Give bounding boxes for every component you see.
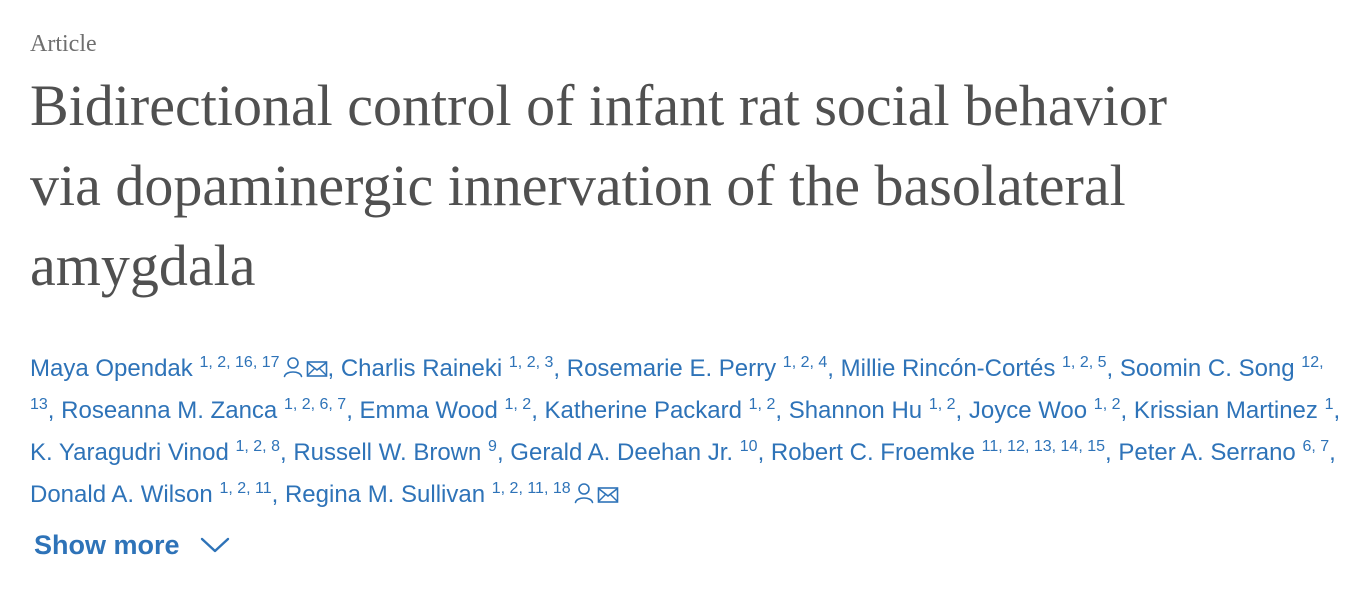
author-link[interactable]: Peter A. Serrano 6, 7 [1118,438,1330,467]
author-link[interactable]: Emma Wood 1, 2 [359,396,532,425]
author-link[interactable]: Russell W. Brown 9 [293,438,497,467]
author-link[interactable]: Rosemarie E. Perry 1, 2, 4 [566,354,828,383]
author-link[interactable]: K. Yaragudri Vinod 1, 2, 8 [30,438,280,467]
author-separator: , [1105,439,1119,466]
author-link[interactable]: Regina M. Sullivan 1, 2, 11, 18 [285,481,619,508]
mail-icon[interactable] [306,360,328,378]
author-affiliations: 1, 2, 11, 18 [491,480,571,497]
author-link[interactable]: Shannon Hu 1, 2 [788,396,956,425]
author-separator: , [1329,439,1336,466]
author-separator: , [1120,397,1134,424]
title-line: amygdala [30,233,256,298]
author-affiliations: 1, 2 [748,396,776,413]
author-name: Peter A. Serrano [1118,439,1296,466]
author-separator: , [775,397,789,424]
author-name: Joyce Woo [968,397,1088,424]
author-separator: , [47,397,62,424]
person-icon[interactable] [574,482,594,504]
author-separator: , [1333,397,1341,424]
author-separator: , [271,481,285,508]
author-name: Shannon Hu [788,397,923,424]
author-name: Regina M. Sullivan [284,481,486,508]
author-name: Soomin C. Song [1119,355,1295,382]
author-separator: , [346,397,360,424]
author-link[interactable]: Donald A. Wilson 1, 2, 11 [30,480,272,509]
author-link[interactable]: Joyce Woo 1, 2 [968,396,1121,425]
author-name: Emma Wood [359,397,498,424]
author-affiliations: 1, 2 [1093,396,1121,413]
author-name: K. Yaragudri Vinod [30,439,229,466]
author-link[interactable]: Maya Opendak 1, 2, 16, 17 [30,355,328,382]
mail-icon[interactable] [597,486,619,504]
author-separator: , [279,439,294,466]
author-affiliations: 1 [1324,396,1334,413]
author-name: Katherine Packard [544,397,742,424]
author-name: Roseanna M. Zanca [61,397,278,424]
author-affiliations: 9 [488,438,497,455]
author-name: Krissian Martinez [1133,397,1318,424]
author-link[interactable]: Roseanna M. Zanca 1, 2, 6, 7 [61,396,347,425]
author-affiliations: 6, 7 [1302,438,1330,455]
author-separator: , [531,397,545,424]
author-name: Maya Opendak [30,355,193,382]
author-affiliations: 1, 2, 6, 7 [283,396,347,413]
article-type-label: Article [30,31,97,57]
author-link[interactable]: Robert C. Froemke 11, 12, 13, 14, 15 [770,438,1105,467]
author-link[interactable]: Millie Rincón-Cortés 1, 2, 5 [840,354,1107,383]
author-affiliations: 10 [739,438,758,455]
author-link[interactable]: Katherine Packard 1, 2 [544,396,776,425]
author-name: Donald A. Wilson [30,481,213,508]
author-name: Charlis Raineki [340,355,503,382]
author-affiliations: 11, 12, 13, 14, 15 [981,438,1105,455]
author-separator: , [955,397,969,424]
author-affiliations: 1, 2, 11 [219,480,272,497]
author-separator: , [827,355,841,382]
author-name: Rosemarie E. Perry [566,355,777,382]
author-affiliations: 1, 2, 16, 17 [199,354,280,371]
chevron-down-icon [200,530,230,561]
author-link[interactable]: Krissian Martinez 1 [1133,396,1334,425]
show-more-button[interactable]: Show more [34,530,230,561]
author-separator: , [553,355,567,382]
author-name: Robert C. Froemke [770,439,975,466]
author-name: Gerald A. Deehan Jr. [510,439,734,466]
author-separator: , [496,439,511,466]
author-affiliations: 1, 2 [928,396,956,413]
author-name: Russell W. Brown [293,439,482,466]
person-icon[interactable] [283,356,303,378]
author-link[interactable]: Charlis Raineki 1, 2, 3 [340,354,554,383]
author-affiliations: 1, 2, 5 [1062,354,1107,371]
author-affiliations: 1, 2, 8 [235,438,280,455]
author-separator: , [327,355,341,382]
author-affiliations: 1, 2 [504,396,532,413]
author-affiliations: 1, 2, 4 [782,354,828,371]
show-more-label: Show more [34,530,180,560]
author-list: Maya Opendak 1, 2, 16, 17, Charlis Raine… [30,348,1350,516]
author-affiliations: 1, 2, 3 [508,354,554,371]
author-separator: , [757,439,771,466]
article-title: Bidirectional control of infant rat soci… [30,66,1330,306]
author-separator: , [1106,355,1120,382]
author-affiliations: 12, 13 [30,354,1324,413]
article-header: Article Bidirectional control of infant … [30,26,1350,516]
author-link[interactable]: Soomin C. Song 12, 13 [30,355,1324,424]
author-name: Millie Rincón-Cortés [840,355,1056,382]
author-link[interactable]: Gerald A. Deehan Jr. 10 [510,438,758,467]
title-line: Bidirectional control of infant rat soci… [30,73,1168,138]
title-line: via dopaminergic innervation of the baso… [30,153,1126,218]
